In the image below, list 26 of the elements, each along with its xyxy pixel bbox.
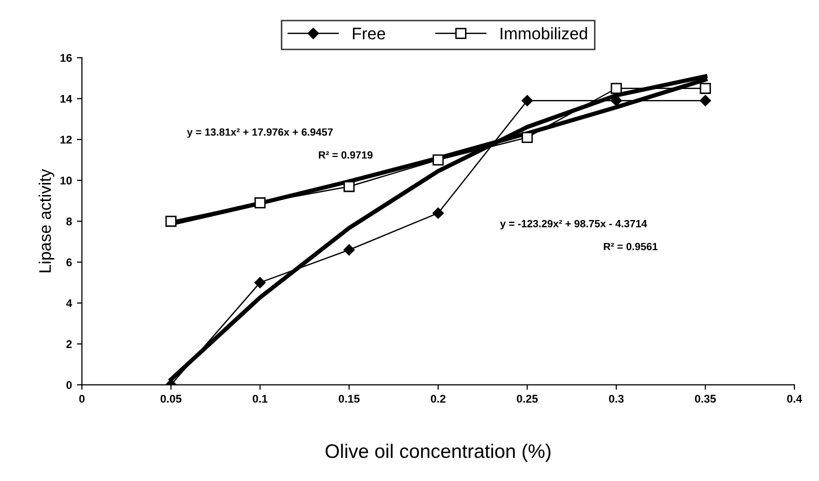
y-tick-label: 6: [66, 258, 72, 266]
x-tick-label: 0: [79, 394, 85, 403]
x-tick-label: 0.2: [430, 394, 446, 403]
annotation: y = 13.81x² + 17.976x + 6.9457: [186, 128, 333, 138]
y-tick-label: 2: [66, 340, 72, 348]
x-tick-label: 0.05: [160, 394, 182, 403]
x-tick-label: 0.3: [609, 394, 624, 403]
annotation: R² = 0.9561: [604, 242, 658, 250]
y-tick-label: 8: [66, 218, 72, 226]
x-tick-label: 0.35: [694, 394, 716, 403]
x-tick-label: 0.1: [252, 394, 268, 403]
y-tick-label: 10: [60, 176, 72, 185]
y-tick-label: 14: [60, 94, 72, 103]
y-axis-title: Lipase activity: [38, 168, 54, 272]
y-tick-label: 0: [66, 381, 72, 389]
legend-label: Immobilized: [500, 27, 588, 40]
y-tick-label: 12: [60, 136, 72, 144]
legend-label: Free: [352, 28, 386, 40]
x-axis-title: Olive oil concentration (%): [326, 444, 550, 462]
x-tick-label: 0.4: [787, 394, 802, 403]
y-tick-label: 16: [60, 54, 72, 62]
annotation: y = -123.29x² + 98.75x - 4.3714: [500, 220, 648, 230]
x-tick-label: 0.15: [338, 394, 360, 403]
y-tick-label: 4: [66, 299, 72, 308]
x-tick-label: 0.25: [516, 394, 538, 403]
annotation: R² = 0.9719: [318, 151, 373, 159]
